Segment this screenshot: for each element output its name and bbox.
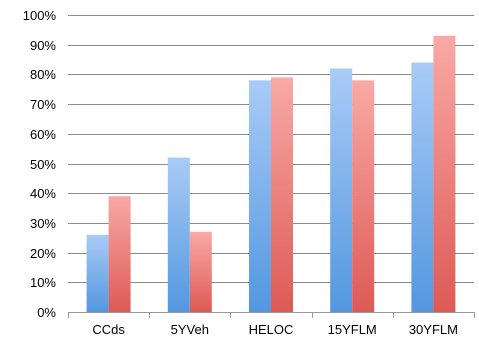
bar-series-1-30yflm (411, 62, 434, 312)
bar-series-2-ccds (108, 196, 131, 312)
x-tick-label: CCds (92, 322, 125, 337)
bars (86, 35, 456, 313)
x-tick-label: 5YVeh (171, 322, 209, 337)
y-tick-label: 30% (30, 216, 56, 231)
y-tick-label: 60% (30, 127, 56, 142)
x-tick-label: 30YFLM (409, 322, 458, 337)
y-axis-ticks: 0% 10% 20% 30% 40% 50% 60% 70% 80% 90% 100% (23, 8, 57, 320)
y-tick-label: 80% (30, 67, 56, 82)
y-tick-label: 50% (30, 157, 56, 172)
y-tick-label: 20% (30, 246, 56, 261)
bar-series-2-30yflm (433, 35, 456, 312)
bar-series-1-ccds (86, 234, 109, 312)
x-axis-ticks: CCds 5YVeh HELOC 15YFLM 30YFLM (68, 312, 475, 337)
x-tick-label: HELOC (249, 322, 294, 337)
y-tick-label: 10% (30, 275, 56, 290)
bar-series-2-5yveh (189, 231, 212, 312)
y-tick-label: 0% (37, 305, 56, 320)
y-tick-label: 90% (30, 38, 56, 53)
y-tick-label: 70% (30, 97, 56, 112)
bar-series-1-5yveh (167, 157, 190, 312)
y-tick-label: 100% (23, 8, 57, 23)
bar-series-1-15yflm (330, 68, 353, 313)
x-tick-label: 15YFLM (328, 322, 377, 337)
bar-series-2-heloc (271, 77, 293, 313)
y-tick-label: 40% (30, 186, 56, 201)
bar-series-2-15yflm (352, 80, 375, 312)
bar-series-1-heloc (249, 80, 271, 312)
